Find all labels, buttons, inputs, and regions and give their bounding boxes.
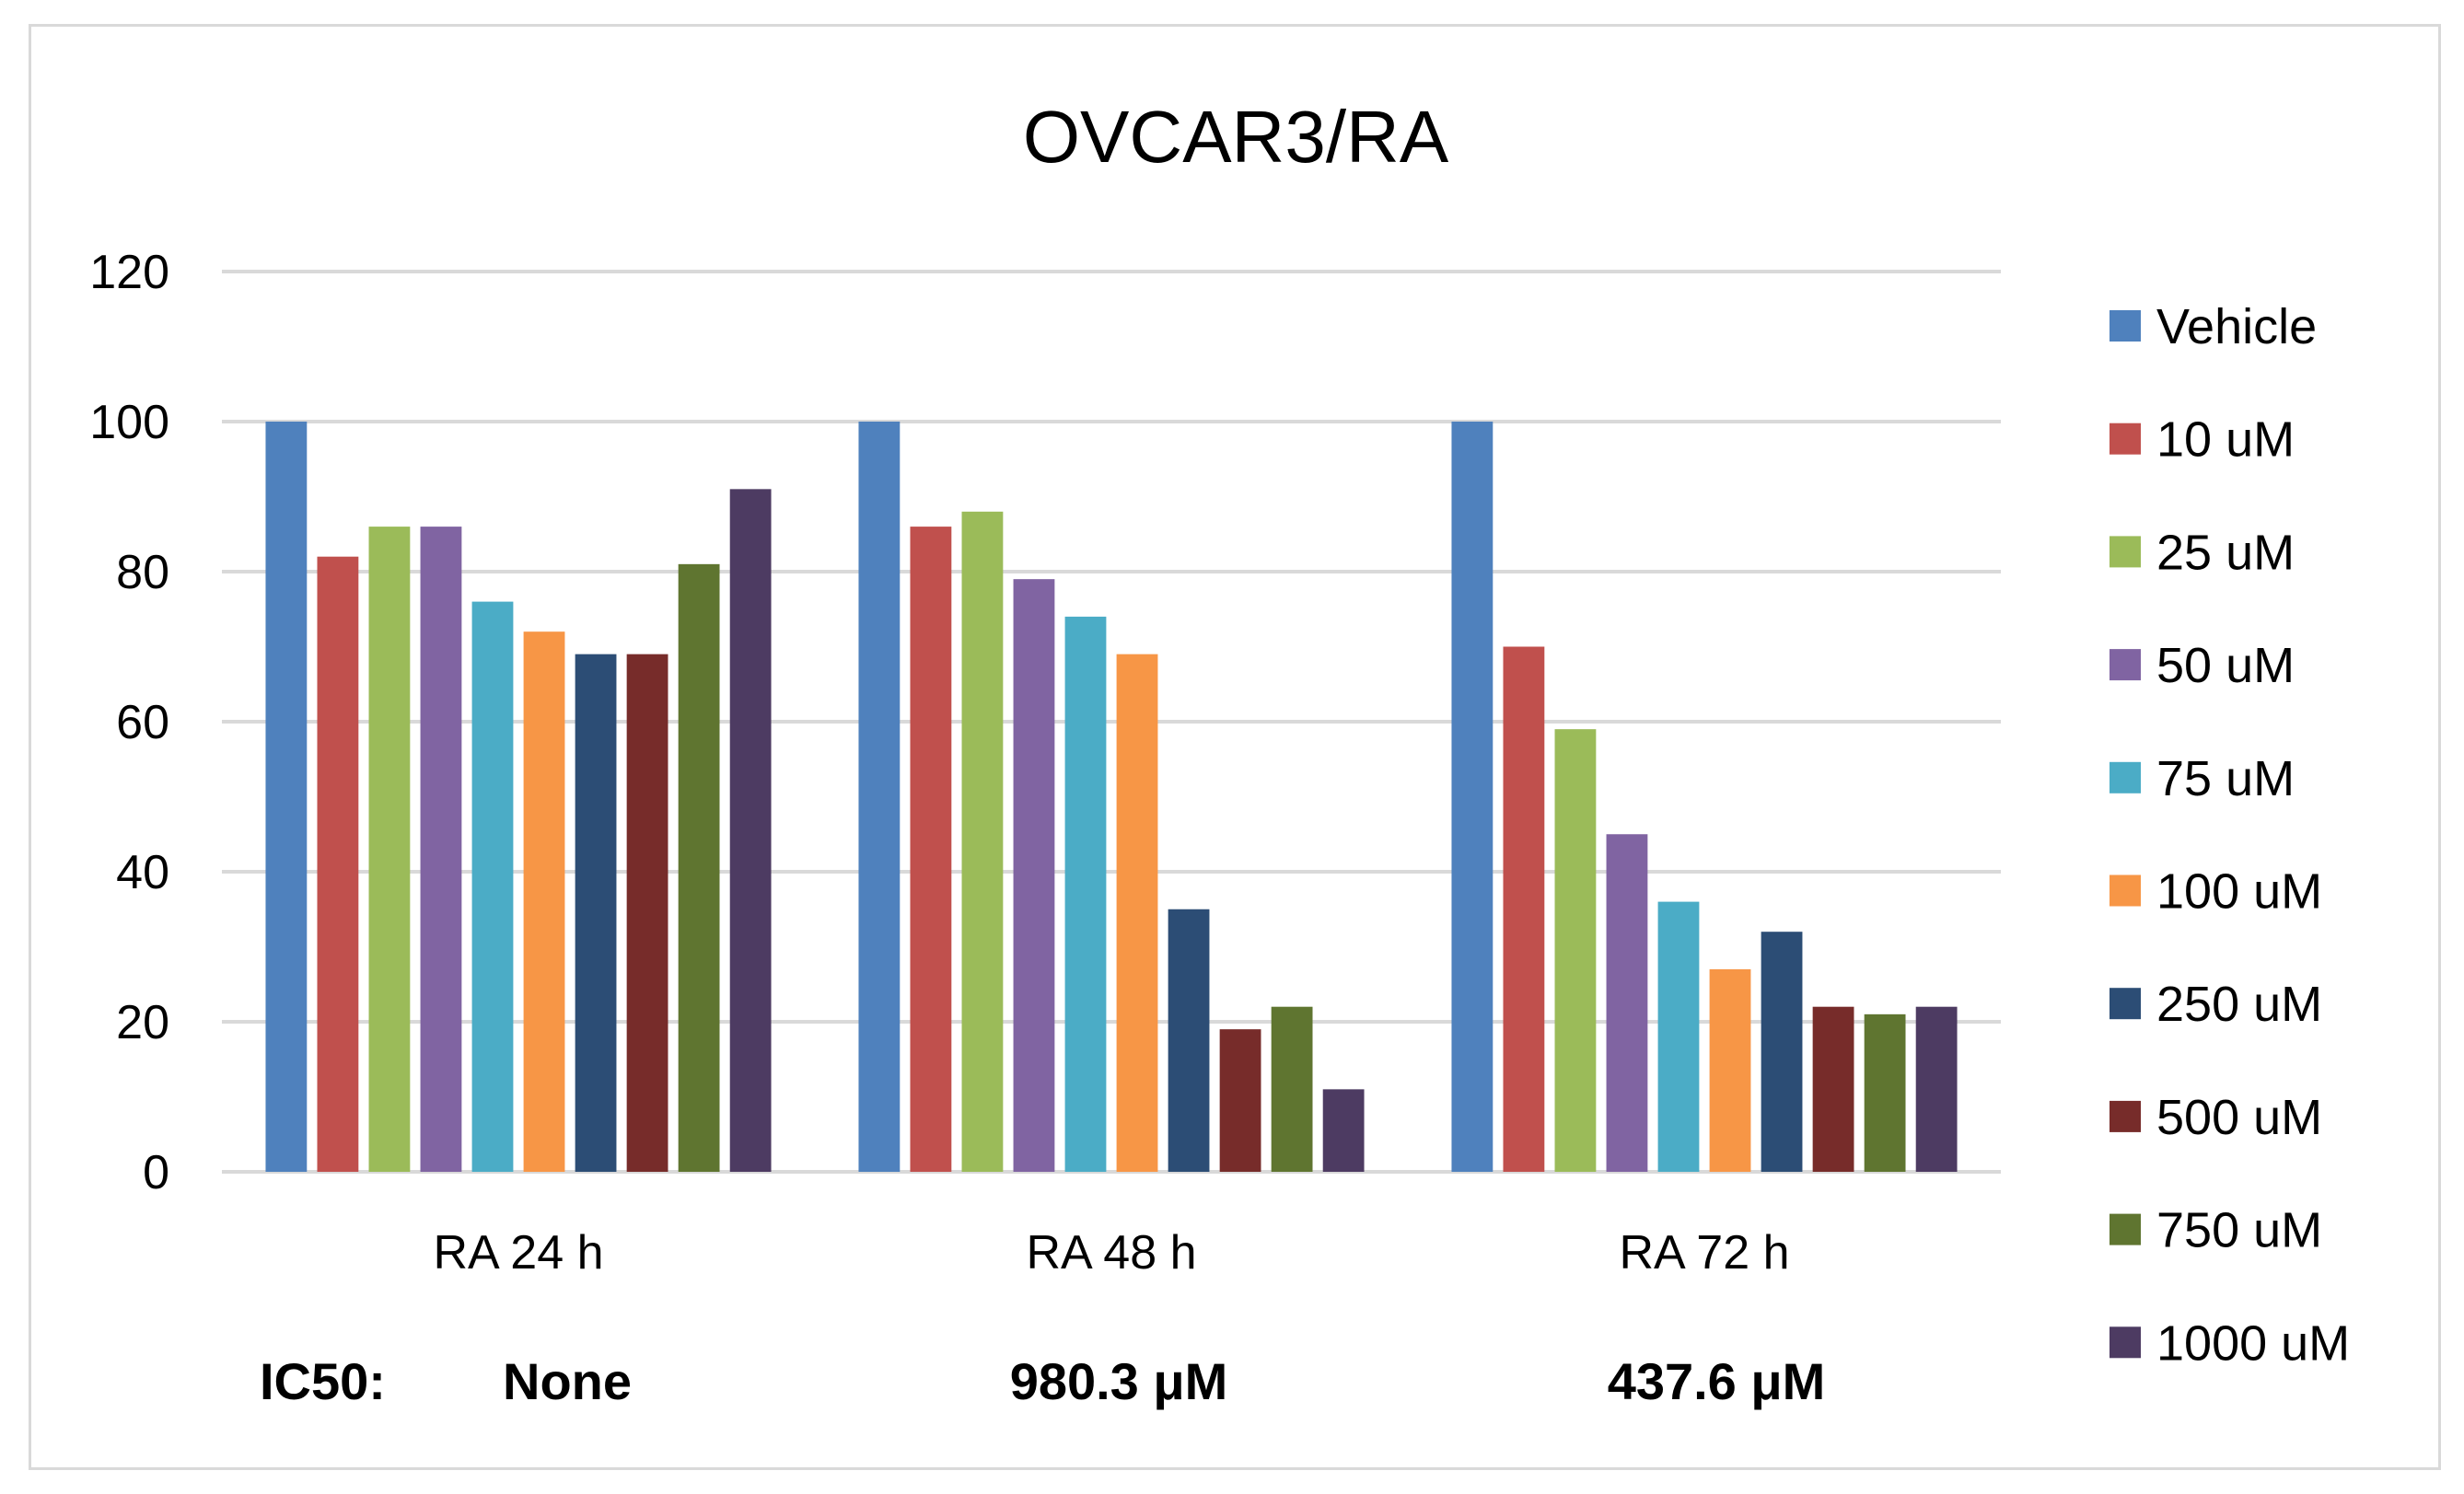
y-tick-label: 60 (116, 696, 169, 749)
y-tick-label: 80 (116, 546, 169, 599)
legend-swatch (2110, 423, 2141, 455)
bar (1451, 422, 1494, 1172)
y-tick-label: 20 (116, 996, 169, 1049)
bar (368, 527, 411, 1172)
legend-swatch (2110, 988, 2141, 1020)
y-tick-label: 40 (116, 846, 169, 899)
legend-label: 75 uM (2156, 751, 2295, 806)
bar (1116, 654, 1158, 1172)
legend-swatch (2110, 1326, 2141, 1359)
bar (1013, 579, 1055, 1172)
bar (1322, 1089, 1365, 1172)
x-tick-label: RA 48 h (1026, 1226, 1196, 1280)
bar (420, 527, 462, 1172)
bar (858, 422, 901, 1172)
legend-label: 250 uM (2156, 977, 2322, 1032)
bar (1915, 1006, 1958, 1172)
bar (523, 631, 565, 1172)
legend-label: 10 uM (2156, 412, 2295, 468)
bar (471, 601, 514, 1172)
legend-swatch (2110, 874, 2141, 907)
legend-label: 500 uM (2156, 1090, 2322, 1145)
bar (1271, 1006, 1313, 1172)
legend-label: 750 uM (2156, 1203, 2322, 1258)
legend-label: 100 uM (2156, 864, 2322, 920)
bar (1761, 932, 1803, 1172)
legend-label: 50 uM (2156, 638, 2295, 693)
legend-swatch (2110, 1213, 2141, 1245)
bar (1503, 646, 1545, 1172)
bar (1864, 1013, 1906, 1172)
legend-swatch (2110, 1100, 2141, 1132)
legend-swatch (2110, 310, 2141, 342)
chart-title: OVCAR3/RA (1023, 96, 1449, 178)
bar (575, 654, 617, 1172)
bar (1064, 616, 1107, 1172)
bar (1219, 1029, 1261, 1172)
bar (910, 527, 952, 1172)
bar (1606, 834, 1648, 1172)
bar (626, 654, 668, 1172)
legend-swatch (2110, 649, 2141, 681)
ic50-value-72h: 437.6 μM (1608, 1352, 1826, 1410)
bar (317, 556, 359, 1172)
legend-swatch (2110, 536, 2141, 568)
y-tick-label: 120 (89, 246, 169, 299)
bar (265, 422, 308, 1172)
bar (729, 489, 772, 1172)
legend-swatch (2110, 761, 2141, 793)
y-tick-label: 100 (89, 396, 169, 449)
bar (961, 511, 1004, 1172)
legend-label: 1000 uM (2156, 1315, 2350, 1371)
x-tick-label: RA 72 h (1619, 1226, 1789, 1280)
bar (1657, 901, 1700, 1172)
ic50-value-24h: None (503, 1352, 632, 1410)
bar (1709, 968, 1751, 1172)
bar (1168, 909, 1210, 1172)
legend-label: Vehicle (2156, 299, 2317, 354)
bar (678, 563, 720, 1172)
legend-label: 25 uM (2156, 525, 2295, 580)
ic50-value-48h: 980.3 μM (1010, 1352, 1228, 1410)
bar (1554, 729, 1597, 1172)
chart-frame (29, 24, 2441, 1470)
bar (1812, 1006, 1854, 1172)
x-tick-label: RA 24 h (433, 1226, 603, 1280)
ic50-label: IC50: (260, 1352, 386, 1410)
y-tick-label: 0 (143, 1146, 169, 1199)
